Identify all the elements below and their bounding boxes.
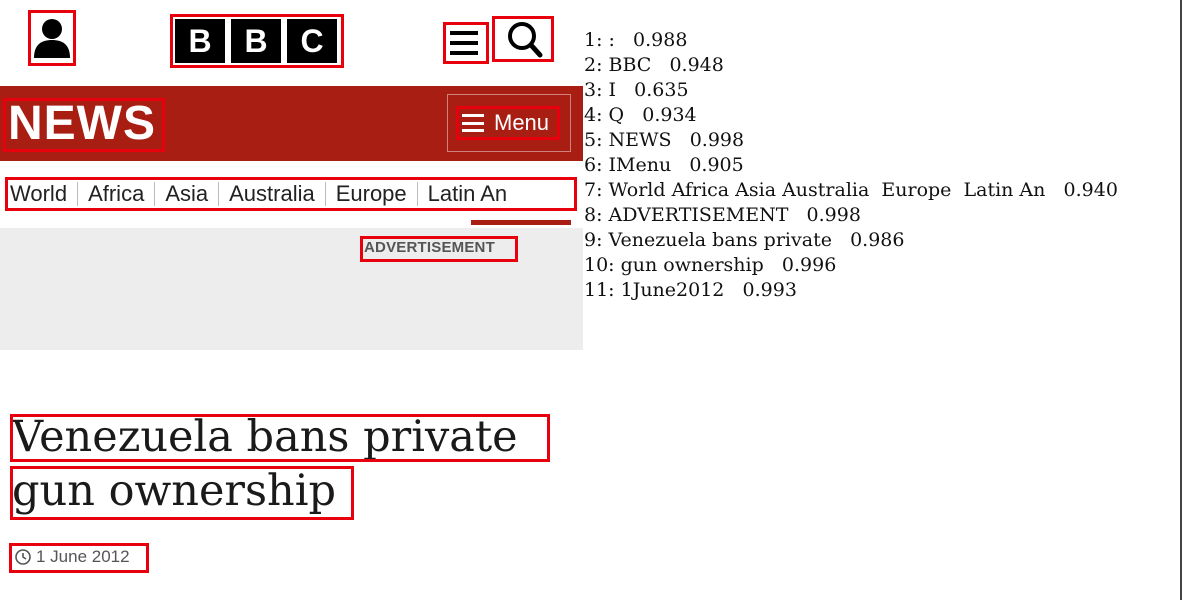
- ocr-result-row: 1: : 0.988: [584, 29, 688, 51]
- nav-item-europe[interactable]: Europe: [326, 182, 418, 206]
- ocr-result-row: 3: I 0.635: [584, 79, 689, 101]
- section-nav: World Africa Asia Australia Europe Latin…: [0, 173, 583, 215]
- account-icon[interactable]: [30, 12, 74, 62]
- nav-item-world[interactable]: World: [0, 182, 79, 206]
- news-bar: NEWS Menu: [0, 86, 583, 161]
- nav-item-australia[interactable]: Australia: [219, 182, 326, 206]
- ocr-result-row: 8: ADVERTISEMENT 0.998: [584, 204, 861, 226]
- ocr-result-row: 9: Venezuela bans private 0.986: [584, 229, 905, 251]
- advertisement-label: ADVERTISEMENT: [364, 239, 495, 256]
- nav-active-underline: [471, 220, 571, 225]
- ocr-result-row: 11: 1June2012 0.993: [584, 279, 797, 301]
- ocr-result-row: 5: NEWS 0.998: [584, 129, 745, 151]
- bbc-logo-letter: C: [287, 19, 337, 63]
- ocr-result-row: 6: IMenu 0.905: [584, 154, 744, 176]
- nav-item-africa[interactable]: Africa: [78, 182, 156, 206]
- search-icon[interactable]: [494, 18, 552, 60]
- nav-item-latin-america[interactable]: Latin An: [427, 181, 508, 206]
- advertisement-area: ADVERTISEMENT: [0, 228, 583, 350]
- menu-icon: [462, 114, 484, 132]
- bbc-news-screenshot: B B C NEWS Menu World A: [0, 0, 583, 600]
- news-title[interactable]: NEWS: [8, 97, 156, 150]
- bbc-logo[interactable]: B B C: [172, 16, 342, 66]
- clock-icon: [15, 549, 31, 565]
- headline-line-1: Venezuela bans private: [12, 412, 518, 462]
- headline-line-2: gun ownership: [12, 466, 337, 516]
- article-headline: Venezuela bans private gun ownership: [12, 410, 577, 518]
- hamburger-icon[interactable]: [446, 24, 486, 62]
- article-date-text: 1 June 2012: [36, 547, 130, 566]
- ocr-results-list: 1: : 0.988 2: BBC 0.948 3: I 0.635 4: Q …: [584, 28, 1174, 303]
- article-date: 1 June 2012: [14, 547, 130, 567]
- menu-label: Menu: [494, 110, 550, 135]
- top-bar: B B C: [0, 0, 583, 86]
- ocr-result-row: 10: gun ownership 0.996: [584, 254, 837, 276]
- ocr-result-row: 7: World Africa Asia Australia Europe La…: [584, 179, 1118, 201]
- right-edge-line: [1180, 0, 1182, 600]
- menu-button[interactable]: Menu: [447, 94, 571, 152]
- nav-item-asia[interactable]: Asia: [155, 182, 220, 206]
- bbc-logo-letter: B: [231, 19, 281, 63]
- ocr-result-row: 2: BBC 0.948: [584, 54, 724, 76]
- bbc-logo-letter: B: [175, 19, 225, 63]
- ocr-result-row: 4: Q 0.934: [584, 104, 697, 126]
